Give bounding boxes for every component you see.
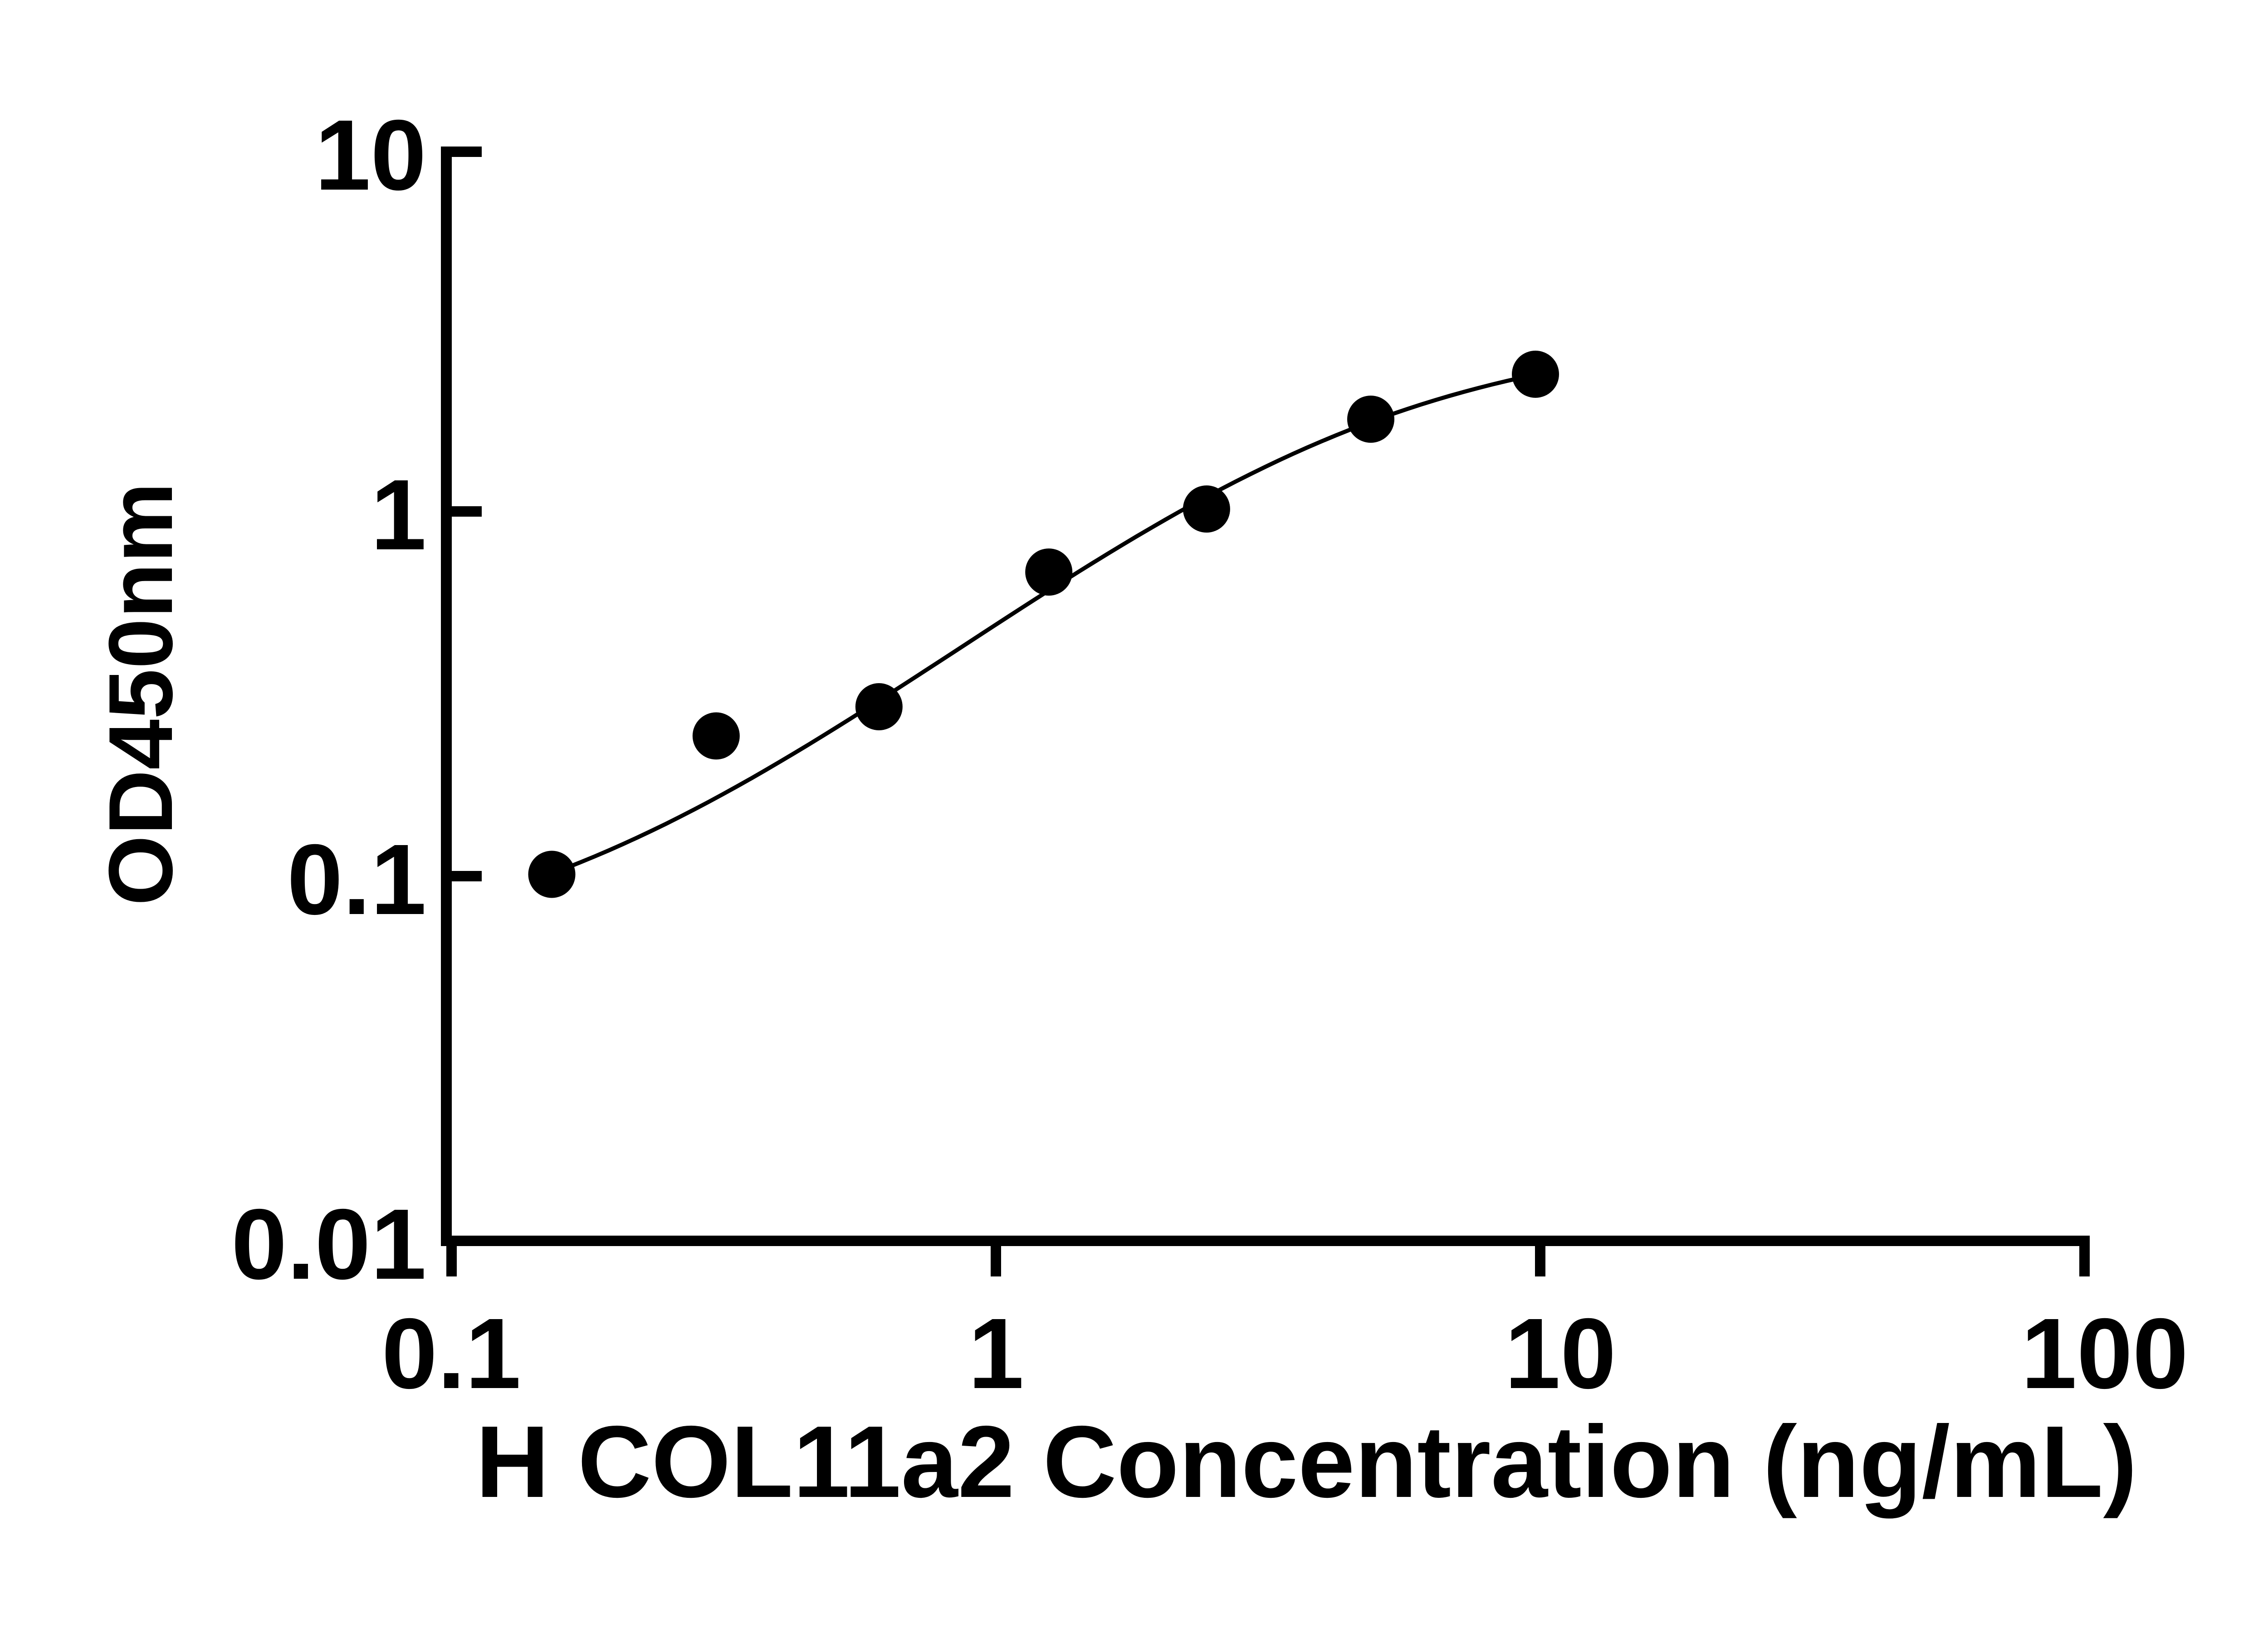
svg-text:0.1: 0.1 <box>381 1297 521 1409</box>
svg-text:10: 10 <box>315 99 426 211</box>
svg-text:0.01: 0.01 <box>231 1188 426 1300</box>
svg-text:H COL11a2 Concentration (ng/mL: H COL11a2 Concentration (ng/mL) <box>476 1404 2137 1519</box>
svg-text:100: 100 <box>2021 1297 2189 1409</box>
svg-text:10: 10 <box>1505 1297 1616 1409</box>
svg-text:1: 1 <box>371 459 426 571</box>
svg-text:1: 1 <box>968 1297 1024 1409</box>
svg-text:OD450nm: OD450nm <box>90 482 191 906</box>
svg-text:0.1: 0.1 <box>287 823 426 935</box>
